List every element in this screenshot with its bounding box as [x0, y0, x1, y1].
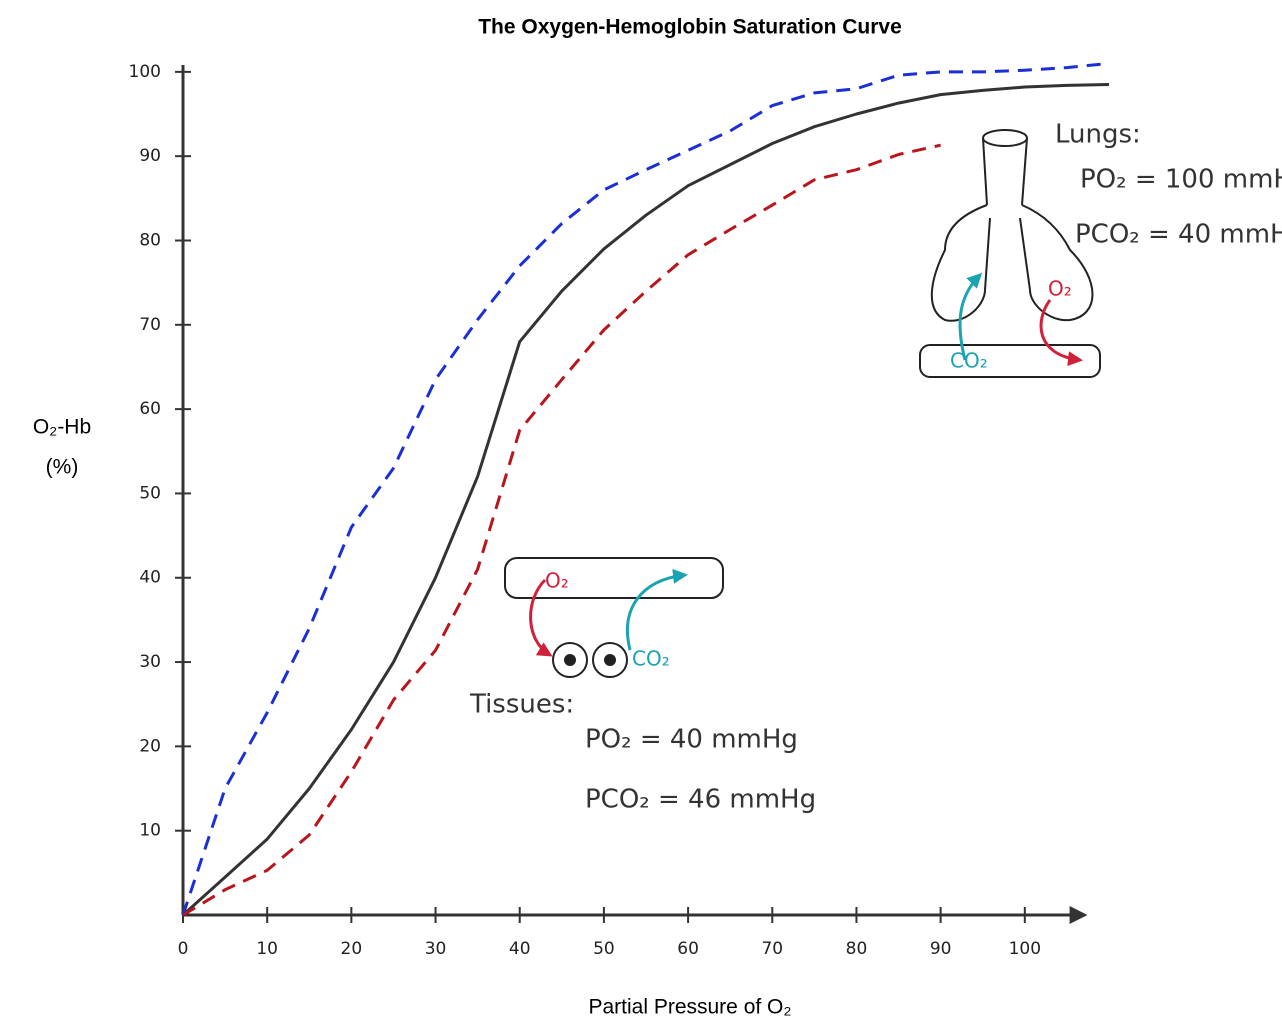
annotation: PO₂ = 40 mmHg — [585, 725, 798, 755]
series-line — [181, 83, 1110, 917]
y-tick-label: 40 — [139, 568, 161, 588]
chart-title: The Oxygen-Hemoglobin Saturation Curve — [478, 16, 902, 39]
x-tick-label: 100 — [1009, 939, 1041, 959]
x-tick-label: 0 — [178, 939, 189, 959]
annotation: Lungs: — [1055, 120, 1141, 150]
series-line — [182, 143, 941, 917]
x-tick-label: 20 — [341, 939, 363, 959]
x-tick-label: 60 — [677, 939, 699, 959]
y-axis-label: (%) — [46, 456, 79, 479]
annotation: Tissues: — [469, 690, 574, 720]
x-tick-label: 10 — [256, 939, 278, 959]
annotation: O₂ — [1048, 277, 1072, 301]
x-tick-label: 40 — [509, 939, 531, 959]
annotation: CO₂ — [632, 647, 670, 671]
x-tick-label: 70 — [761, 939, 783, 959]
y-tick-label: 20 — [139, 736, 161, 756]
y-tick-label: 50 — [139, 483, 161, 503]
x-axis-label: Partial Pressure of O₂ — [588, 996, 791, 1019]
annotation: O₂ — [545, 569, 569, 593]
y-tick-label: 10 — [139, 821, 161, 841]
y-tick-label: 80 — [139, 230, 161, 250]
annotation: CO₂ — [950, 349, 988, 373]
tissues-diagram — [504, 557, 724, 678]
y-tick-label: 60 — [139, 399, 161, 419]
y-tick-label: 30 — [139, 652, 161, 672]
x-tick-label: 90 — [930, 939, 952, 959]
y-axis-label: O₂-Hb — [33, 416, 91, 439]
y-tick-label: 70 — [139, 315, 161, 335]
series-line — [181, 61, 1110, 916]
annotation: PCO₂ = 46 mmHg — [585, 785, 816, 815]
x-tick-label: 80 — [846, 939, 868, 959]
lungs-diagram — [919, 129, 1101, 378]
annotation: PO₂ = 100 mmHg — [1080, 165, 1282, 195]
x-tick-label: 30 — [425, 939, 447, 959]
annotation: PCO₂ = 40 mmHg — [1075, 220, 1282, 250]
y-tick-label: 100 — [129, 62, 161, 82]
y-tick-label: 90 — [139, 146, 161, 166]
x-tick-label: 50 — [593, 939, 615, 959]
